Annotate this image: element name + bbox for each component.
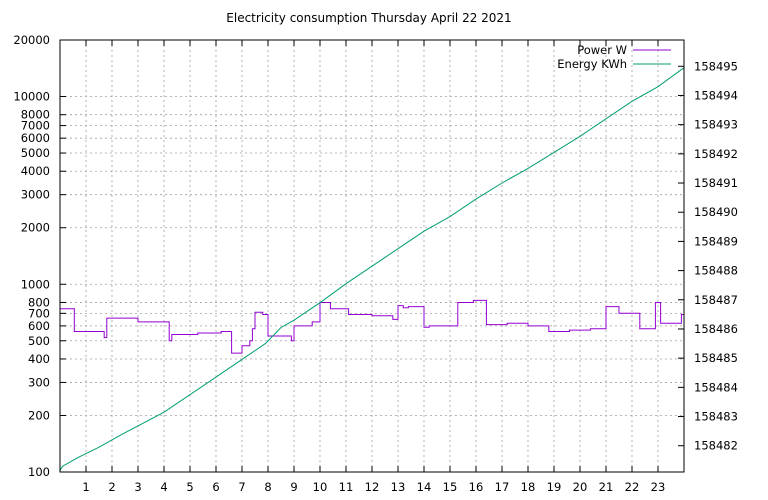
y-tick-label: 400 [28, 352, 50, 366]
x-tick-label: 19 [547, 480, 562, 494]
y2-tick-label: 158494 [694, 88, 738, 102]
y-tick-label: 5000 [21, 146, 50, 160]
legend-label-power: Power W [577, 43, 627, 57]
x-tick-label: 22 [625, 480, 640, 494]
y-tick-label: 20000 [13, 33, 50, 47]
y2-tick-label: 158495 [694, 59, 738, 73]
x-tick-label: 21 [599, 480, 614, 494]
y-tick-label: 100 [28, 465, 50, 479]
series-energy-line [59, 67, 685, 471]
y-tick-label: 2000 [21, 221, 50, 235]
series-power-line [60, 299, 684, 354]
y2-tick-label: 158489 [694, 234, 738, 248]
x-tick-label: 6 [212, 480, 219, 494]
y-tick-label: 500 [28, 334, 50, 348]
y-tick-label: 700 [28, 306, 50, 320]
x-tick-label: 12 [365, 480, 380, 494]
legend: Power W Energy KWh [557, 43, 671, 71]
x-axis: 1 2 3 4 5 6 7 8 9 10 11 12 13 14 15 16 17 18 19 20 21 22 23 [82, 40, 665, 494]
y-tick-label: 4000 [21, 164, 50, 178]
x-tick-label: 14 [417, 480, 432, 494]
y2-tick-label: 158484 [694, 380, 738, 394]
x-tick-label: 8 [264, 480, 271, 494]
y-tick-label: 3000 [21, 188, 50, 202]
y-tick-label: 300 [28, 375, 50, 389]
y2-tick-label: 158493 [694, 118, 738, 132]
y-tick-label: 8000 [21, 108, 50, 122]
y-tick-label: 7000 [21, 119, 50, 133]
legend-label-energy: Energy KWh [557, 57, 627, 71]
x-tick-label: 23 [651, 480, 666, 494]
x-tick-label: 16 [469, 480, 484, 494]
y-tick-label: 10000 [13, 90, 50, 104]
x-tick-label: 3 [134, 480, 141, 494]
y-tick-label: 600 [28, 319, 50, 333]
y-tick-label: 6000 [21, 131, 50, 145]
y-tick-label: 800 [28, 295, 50, 309]
x-tick-label: 7 [238, 480, 245, 494]
y-axis-right: 158482 158483 158484 158485 158486 158487 1584… [678, 59, 738, 453]
y2-tick-label: 158483 [694, 410, 738, 424]
grid [60, 40, 684, 472]
x-tick-label: 18 [521, 480, 536, 494]
x-tick-label: 2 [108, 480, 115, 494]
x-tick-label: 15 [443, 480, 458, 494]
x-tick-label: 4 [160, 480, 167, 494]
y2-tick-label: 158488 [694, 264, 738, 278]
x-tick-label: 9 [290, 480, 297, 494]
y2-tick-label: 158492 [694, 147, 738, 161]
series-layer [59, 67, 685, 471]
y2-tick-label: 158486 [694, 322, 738, 336]
y2-tick-label: 158482 [694, 439, 738, 453]
x-tick-label: 5 [186, 480, 193, 494]
y2-tick-label: 158485 [694, 351, 738, 365]
x-tick-label: 11 [339, 480, 354, 494]
y2-tick-label: 158487 [694, 293, 738, 307]
y-tick-label: 1000 [21, 277, 50, 291]
x-tick-label: 10 [313, 480, 328, 494]
x-tick-label: 17 [495, 480, 510, 494]
x-tick-label: 13 [391, 480, 406, 494]
chart-title: Electricity consumption Thursday April 2… [226, 11, 511, 25]
y-tick-label: 200 [28, 408, 50, 422]
y2-tick-label: 158490 [694, 205, 738, 219]
y2-tick-label: 158491 [694, 176, 738, 190]
x-tick-label: 20 [573, 480, 588, 494]
x-tick-label: 1 [82, 480, 89, 494]
